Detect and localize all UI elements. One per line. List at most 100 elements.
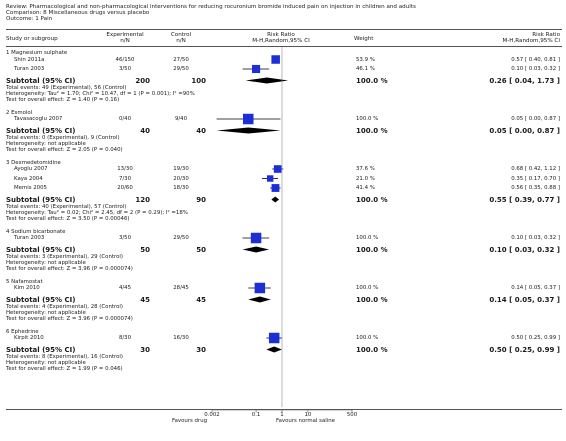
study-exp-events: 3/50: [118, 66, 132, 72]
subtotal-label: Subtotal (95% CI): [6, 295, 76, 304]
study-weight: 100.0 %: [356, 235, 379, 241]
group-note: Test for overall effect: Z = 1.99 (P = 0…: [6, 366, 123, 372]
subtotal-diamond: [245, 77, 289, 84]
subtotal-exp-n: 50: [140, 245, 150, 254]
subtotal-weight: 100.0 %: [356, 295, 388, 304]
subtotal-exp-n: 200: [135, 76, 150, 85]
col-study-header: Study or subgroup: [6, 36, 58, 42]
group-note: Test for overall effect: Z = 2.05 (P = 0…: [6, 147, 123, 153]
col-exp-header: Experimental: [106, 32, 144, 38]
favours-drug-label: Favours drug: [172, 418, 208, 424]
group-note: Test for overall effect: Z = 3.96 (P = 0…: [6, 316, 133, 322]
study-ci-text: 0.57 [ 0.40, 0.81 ]: [511, 56, 560, 63]
subtotal-ci-text: 0.05 [ 0.00, 0.87 ]: [489, 126, 560, 135]
col-rr-sub: M-H,Random,95% CI: [502, 38, 560, 44]
subtotal-exp-n: 40: [140, 126, 150, 135]
comparison-title: Comparison: 8 Miscellaneous drugs versus…: [6, 10, 150, 16]
study-weight: 100.0 %: [356, 285, 379, 291]
col-exp-sub: n/N: [120, 38, 130, 44]
header-bottom-rule: [6, 46, 562, 47]
study-ctl-events: 19/30: [173, 166, 189, 172]
group-note: Total events: 3 (Experimental), 29 (Cont…: [6, 254, 123, 260]
subtotal-exp-n: 45: [140, 295, 150, 304]
favours-saline-label: Favours normal saline: [276, 418, 335, 424]
group-title: 1 Magnesium sulphate: [6, 50, 68, 56]
study-exp-events: 13/30: [117, 166, 133, 172]
study-effect-marker: [243, 113, 254, 125]
study-ci-text: 0.05 [ 0.00, 0.87 ]: [511, 116, 560, 122]
group-title: 2 Esmolol: [6, 109, 33, 116]
group-title: 5 Nafamostat: [6, 278, 43, 285]
subtotal-ctl-n: 30: [196, 345, 206, 354]
study-effect-marker: [273, 165, 282, 173]
study-ci-text: 0.56 [ 0.35, 0.88 ]: [511, 185, 560, 191]
study-exp-events: 8/30: [118, 335, 132, 341]
x-tick-label: 10: [304, 412, 312, 418]
subtotal-weight: 100.0 %: [356, 126, 388, 135]
subtotal-ci-text: 0.50 [ 0.25, 0.99 ]: [489, 345, 560, 354]
study-name: Tavasacoglu 2007: [14, 116, 63, 122]
study-name: Kirpit 2010: [14, 335, 44, 341]
study-name: Ayoglu 2007: [14, 166, 48, 172]
study-ci-text: 0.14 [ 0.05, 0.37 ]: [511, 285, 560, 291]
subtotal-ci-text: 0.26 [ 0.04, 1.73 ]: [489, 76, 560, 85]
subtotal-ci-text: 0.10 [ 0.03, 0.32 ]: [489, 245, 560, 254]
subtotal-ci-text: 0.55 [ 0.39, 0.77 ]: [489, 195, 560, 204]
group-note: Heterogeneity: not applicable: [6, 310, 86, 316]
group-note: Total events: 0 (Experimental), 9 (Contr…: [6, 135, 120, 141]
study-weight: 100.0 %: [356, 116, 379, 122]
subtotal-exp-n: 120: [135, 195, 150, 204]
group-note: Heterogeneity: not applicable: [6, 141, 86, 147]
col-ctl-header: Control: [170, 32, 192, 38]
col-rr-header: Risk Ratio: [532, 32, 560, 38]
study-name: Shin 2011a: [14, 56, 45, 63]
subtotal-weight: 100.0 %: [356, 345, 388, 354]
subtotal-ci-text: 0.14 [ 0.05, 0.37 ]: [489, 295, 560, 304]
footer-rule: [6, 409, 562, 410]
subtotal-diamond: [266, 346, 282, 353]
group-title: 4 Sodium bicarbonate: [6, 228, 66, 235]
study-effect-marker: [266, 175, 274, 182]
study-weight: 46.1 %: [356, 66, 375, 72]
subtotal-ctl-n: 50: [196, 245, 206, 254]
study-name: Kim 2010: [14, 285, 40, 291]
group-note: Test for overall effect: Z = 1.40 (P = 0…: [6, 97, 120, 103]
group-note: Heterogeneity: Tau² = 1.70; Chi² = 10.47…: [6, 91, 195, 97]
study-weight: 37.6 %: [356, 166, 375, 172]
study-weight: 21.0 %: [356, 175, 375, 182]
subtotal-weight: 100.0 %: [356, 195, 388, 204]
subtotal-diamond: [248, 296, 271, 303]
study-ctl-events: 29/50: [173, 235, 189, 241]
study-ctl-events: 28/45: [173, 285, 189, 291]
group-note: Total events: 49 (Experimental), 56 (Con…: [6, 85, 127, 91]
study-exp-events: 46/150: [115, 56, 135, 63]
subtotal-label: Subtotal (95% CI): [6, 245, 76, 254]
study-effect-marker: [250, 232, 262, 244]
col-weight-header: Weight: [354, 36, 374, 42]
group-title: 3 Dexmedetomidine: [6, 159, 61, 166]
study-ci-text: 0.10 [ 0.03, 0.32 ]: [511, 235, 560, 241]
study-exp-events: 3/50: [118, 235, 132, 241]
study-effect-marker: [271, 55, 280, 64]
group-note: Heterogeneity: Tau² = 0.02; Chi² = 2.45,…: [6, 210, 188, 216]
study-ctl-events: 20/30: [173, 175, 189, 182]
col-rr-plot-header: Risk Ratio: [267, 32, 295, 38]
x-tick-label: 0.1: [251, 412, 261, 418]
study-exp-events: 4/45: [118, 285, 132, 291]
study-ctl-events: 29/50: [173, 66, 189, 72]
study-exp-events: 20/60: [117, 185, 133, 191]
study-weight: 100.0 %: [356, 335, 379, 341]
study-exp-events: 7/30: [118, 175, 132, 182]
subtotal-diamond: [271, 196, 280, 203]
x-tick-label: 500: [346, 412, 358, 418]
header-top-rule: [6, 29, 562, 30]
col-rr-plot-sub: M-H,Random,95% CI: [252, 38, 310, 44]
study-ctl-events: 9/40: [174, 116, 188, 122]
subtotal-diamond: [216, 127, 281, 134]
subtotal-label: Subtotal (95% CI): [6, 126, 76, 135]
subtotal-exp-n: 30: [140, 345, 150, 354]
subtotal-label: Subtotal (95% CI): [6, 345, 76, 354]
x-tick-label: 0.002: [204, 412, 220, 418]
subtotal-ctl-n: 40: [196, 126, 206, 135]
x-tick-label: 1: [280, 412, 284, 418]
